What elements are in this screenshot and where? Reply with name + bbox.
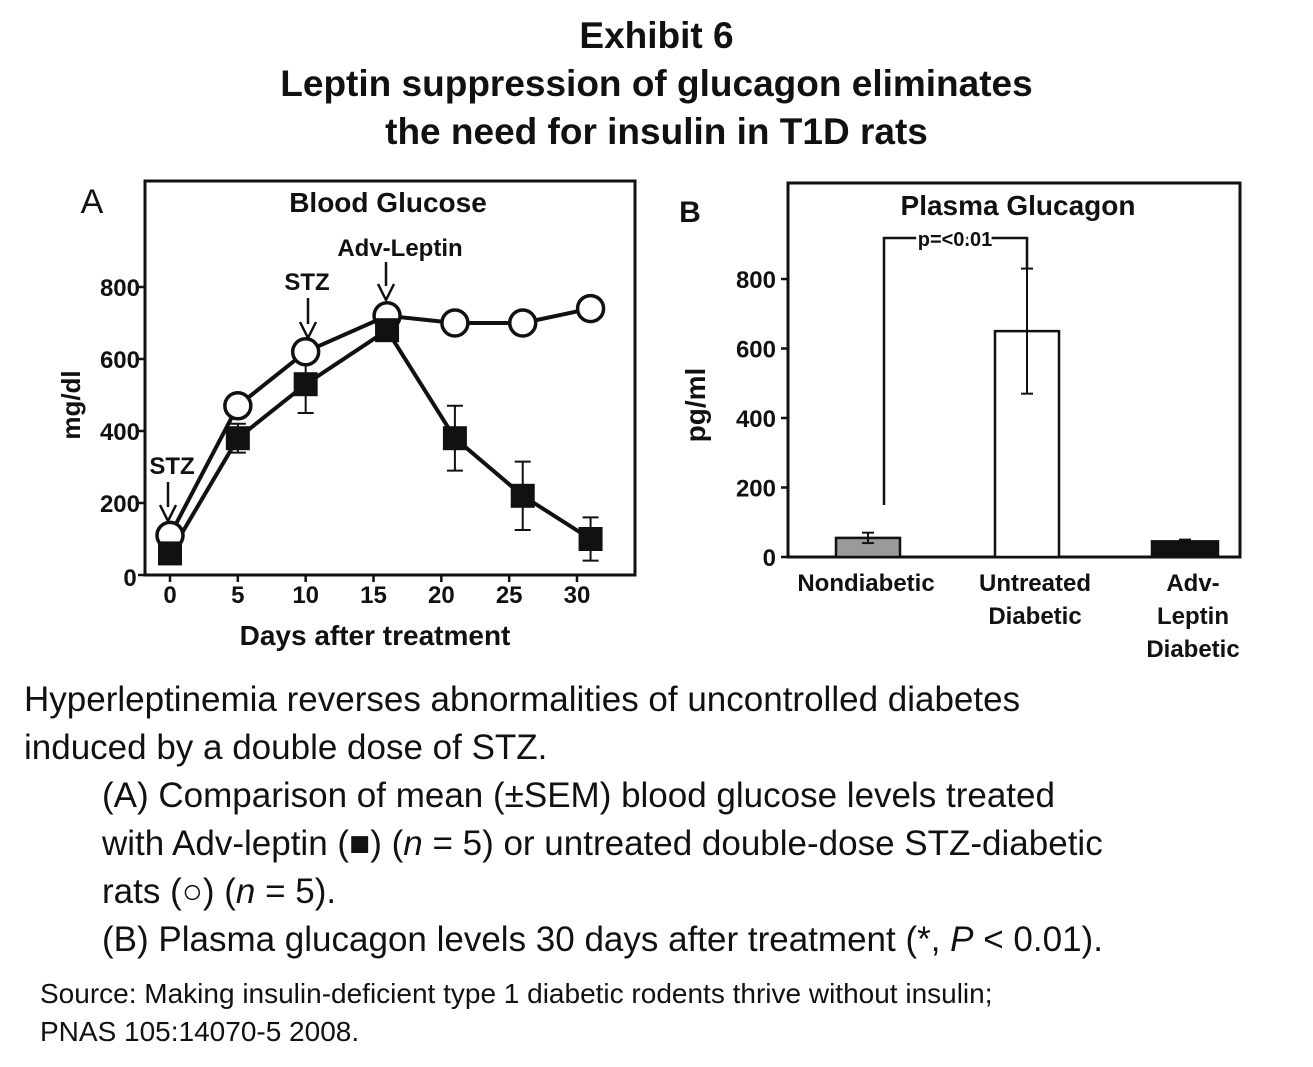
panel-a-xlabel: Days after treatment [240,620,511,651]
source-line-2: PNAS 105:14070-5 2008. [40,1016,360,1047]
caption-line-2: induced by a double dose of STZ. [24,728,548,767]
panel-b-ytick-label-4: 800 [736,267,776,294]
panel-b-category-label-2-2: Diabetic [1146,636,1239,663]
panel-a-letter: A [81,183,104,221]
panel-a-arrow-stz-2-head [298,321,318,341]
panel-b-ylabel: pg/ml [680,368,711,443]
panel-a-circle-point-2 [290,337,321,367]
panel-a-ylabel: mg/dl [56,370,86,439]
caption-line-5-post: = 5). [255,872,337,911]
caption-line-6: (B) Plasma glucagon levels 30 days after… [102,916,1103,964]
exhibit-title-line-2: the need for insulin in T1D rats [385,111,928,152]
panel-a-xtick-label-0: 0 [163,582,176,609]
panel-a-ytick-label-0: 0 [123,565,136,592]
p-symbol: P [950,920,974,959]
panel-a-xtick-label-6: 30 [564,582,591,609]
square-symbol: ■ [349,824,371,863]
panel-b-category-label-1-1: Diabetic [988,603,1081,630]
panel-a-circle-point-4 [440,308,470,338]
panel-b-category-label-1-0: Untreated [979,570,1091,597]
panel-a-circle-point-1 [223,391,253,421]
n-symbol: n [403,824,423,863]
panel-a-ytick-label-3: 600 [100,347,140,374]
panel-a-square-point-0 [158,541,182,566]
panel-a-ytick-label-2: 400 [100,419,140,446]
exhibit-title-line-1: Leptin suppression of glucagon eliminate… [280,63,1033,104]
n-symbol: n [235,872,256,911]
panel-b-category-label-0-0: Nondiabetic [797,570,934,597]
panel-a-square-point-4 [442,426,467,451]
panel-b-ytick-label-3: 600 [736,337,776,364]
panel-a-circle-point-6 [575,293,606,324]
panel-b-ytick-label-2: 400 [736,406,776,433]
circle-symbol: ○ [181,872,203,911]
panel-a-square-point-5 [510,483,535,508]
panel-a-xtick-label-5: 25 [496,582,523,609]
panel-a-ytick-label-4: 800 [100,275,140,302]
panel-b-category-label-2-1: Leptin [1157,603,1229,630]
panel-a-xtick-label-1: 5 [231,582,244,609]
panel-b-title: Plasma Glucagon [901,190,1136,221]
caption-line-5-mid: ) ( [202,872,236,911]
panel-a-annotation-stz-1: STZ [149,453,194,480]
panel-b-significance-label: p=<0.01 [918,229,993,251]
panel-a-ytick-label-1: 200 [100,491,140,518]
panel-b-ytick-label-1: 200 [736,476,776,503]
panel-a-xtick-label-4: 20 [428,582,455,609]
caption-line-4-mid: ) ( [370,824,404,863]
panel-b-ytick-label-0: 0 [763,545,776,572]
caption-line-4-pre: with Adv-leptin ( [102,824,350,863]
source-line-1: Source: Making insulin-deficient type 1 … [40,978,993,1009]
panel-b-significance-bracket [882,236,1029,505]
panel-b-category-label-2-0: Adv- [1166,570,1219,597]
caption-line-4-post: = 5) or untreated double-dose STZ-diabet… [422,824,1103,863]
panel-a-frame [143,179,637,577]
panel-a-xtick-label-2: 10 [292,582,319,609]
caption-line-6-post: < 0.01). [973,920,1103,959]
panel-a-xtick-label-3: 15 [360,582,387,609]
panel-a-square-point-1 [225,426,250,451]
panel-a-annotation-stz-2: STZ [284,269,329,296]
caption-line-4: with Adv-leptin (■) (n = 5) or untreated… [102,820,1103,868]
panel-b-letter: B [679,196,701,229]
caption-line-6-pre: (B) Plasma glucagon levels 30 days after… [102,920,951,959]
caption-line-1: Hyperleptinemia reverses abnormalities o… [24,680,1021,719]
panel-a-square-point-2 [293,372,318,397]
panel-a-square-point-6 [578,527,603,551]
charts-canvas: A Blood Glucose 0 5 10 15 20 25 30 0 200 400 600 800 D… [56,179,1242,663]
panel-a-title: Blood Glucose [289,187,487,218]
panel-a-arrow-stz-1-head [158,504,178,524]
panel-a-circle-point-5 [507,308,538,338]
caption-line-5-pre: rats ( [102,872,182,911]
caption-line-3: (A) Comparison of mean (±SEM) blood gluc… [102,776,1055,815]
panel-a-arrow-adv-leptin-head [376,283,396,303]
caption-line-5: rats (○) (n = 5). [102,868,336,916]
panel-a-annotation-adv-leptin: Adv-Leptin [337,235,462,262]
panel-a-square-point-3 [375,318,400,343]
exhibit-number: Exhibit 6 [579,15,734,56]
